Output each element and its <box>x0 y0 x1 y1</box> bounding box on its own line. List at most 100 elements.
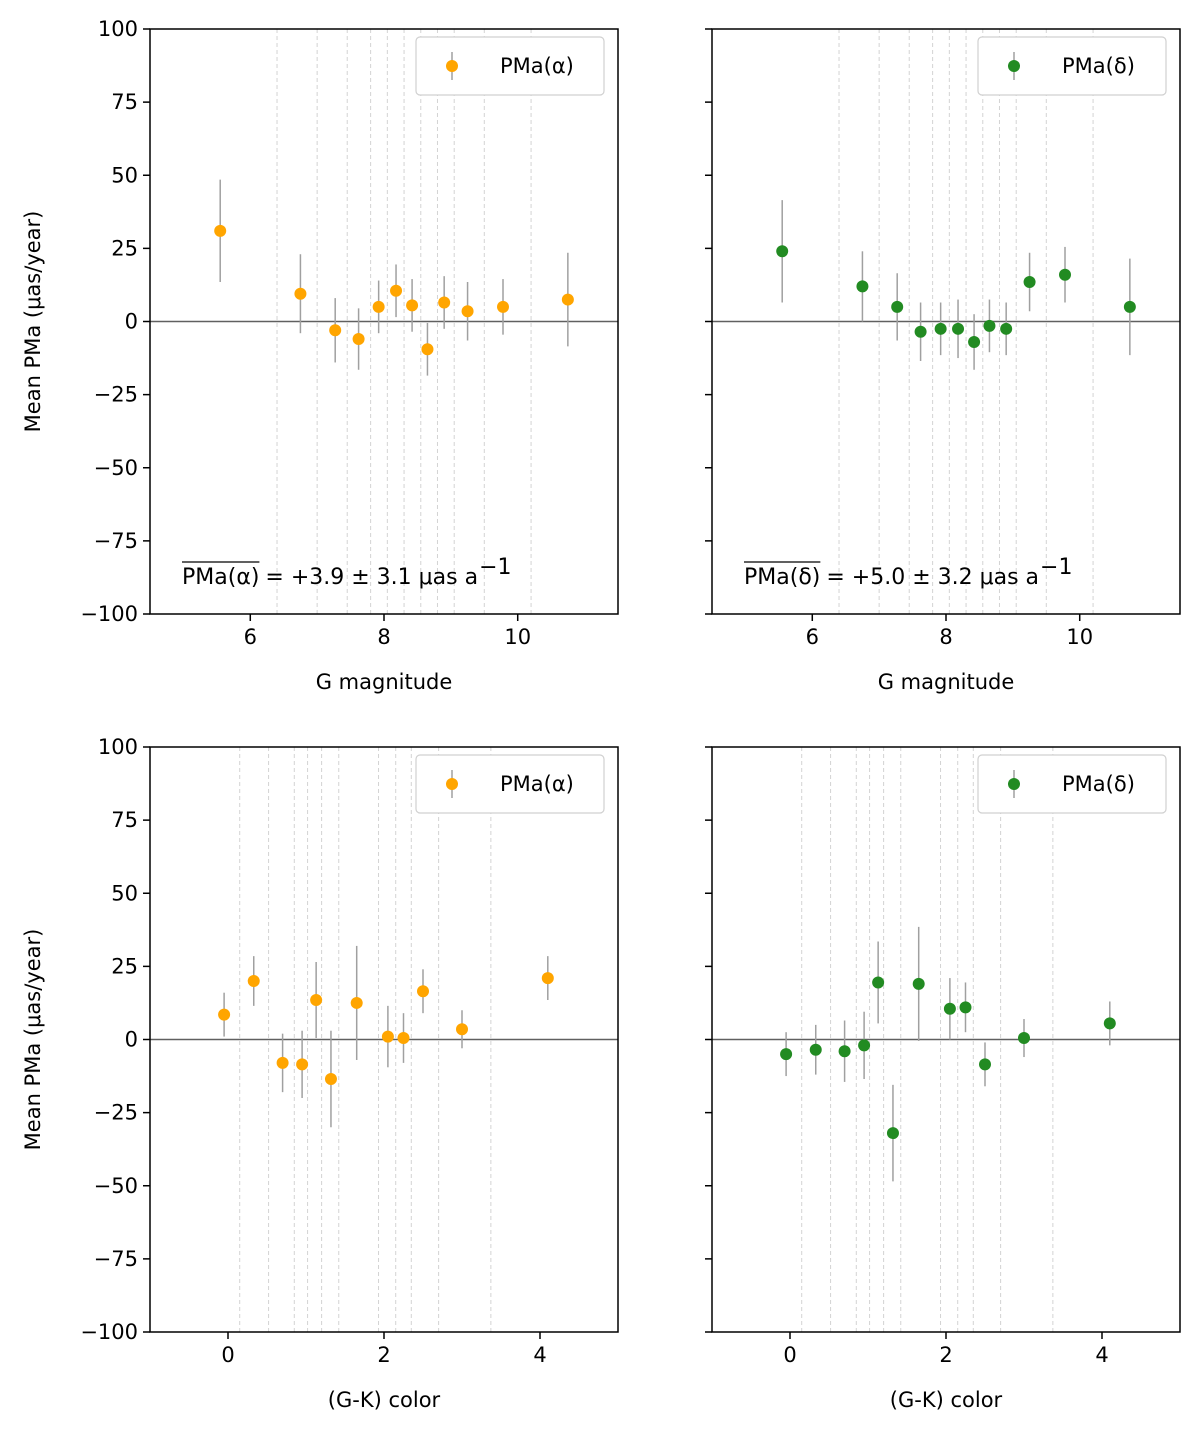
legend-box <box>977 36 1167 96</box>
data-point <box>1123 300 1136 313</box>
x-tick-label: 2 <box>939 1343 952 1367</box>
y-tick-label: 0 <box>125 310 138 334</box>
data-point <box>214 224 227 237</box>
annotation-symbol: PMa(δ) <box>744 565 820 590</box>
data-point <box>381 1030 394 1043</box>
data-point <box>934 322 947 335</box>
legend-label: PMa(δ) <box>1062 54 1135 78</box>
data-point <box>959 1001 972 1014</box>
data-point <box>247 975 260 987</box>
y-tick-label: −100 <box>80 1320 138 1344</box>
legend-box <box>415 36 605 96</box>
annotation-exponent: −1 <box>479 555 511 580</box>
legend: PMa(α) <box>415 754 605 814</box>
data-point <box>372 300 385 313</box>
data-point <box>979 1058 991 1071</box>
legend-label: PMa(α) <box>500 54 574 78</box>
x-tick-label: 4 <box>1095 1343 1108 1367</box>
x-tick-label: 8 <box>377 625 390 649</box>
data-point <box>497 300 510 313</box>
data-point <box>1023 276 1036 289</box>
y-tick-label: 75 <box>111 90 138 114</box>
data-point <box>886 1127 899 1140</box>
chart-panel-top-left: 100 75 50 25 0 −25 −50 −75 −100 6 8 10 G magnitude Me… <box>21 17 619 694</box>
y-axis-label: Mean PMa (μas/year) <box>21 211 45 433</box>
data-point <box>310 994 323 1007</box>
chart-panel-bottom-right: 0 2 4 (G-K) color PMa(δ) <box>705 746 1181 1412</box>
x-tick-label: 2 <box>377 1343 390 1367</box>
y-tick-label: −25 <box>94 1101 138 1125</box>
x-axis-label: G magnitude <box>878 670 1015 694</box>
x-tick-label: 0 <box>221 1343 234 1367</box>
data-point <box>561 293 574 306</box>
legend-label: PMa(α) <box>500 772 574 796</box>
chart-panel-bottom-left: 100 75 50 25 0 −25 −50 −75 −100 0 2 4 (G-K) color Mea… <box>21 735 619 1412</box>
data-point <box>912 977 925 990</box>
legend-box <box>977 754 1167 814</box>
annotation-value: = +3.9 ± 3.1 μas a <box>265 565 478 590</box>
y-tick-label: 50 <box>111 163 138 187</box>
legend-marker <box>446 778 458 790</box>
data-point <box>324 1072 337 1085</box>
y-tick-label: −75 <box>94 1247 138 1271</box>
data-point <box>1059 268 1072 281</box>
y-tick-label: −50 <box>94 1174 138 1198</box>
data-point <box>390 284 403 297</box>
annotation-exponent: −1 <box>1040 555 1072 580</box>
data-point <box>461 305 474 318</box>
x-axis-label: (G-K) color <box>890 1388 1003 1412</box>
y-tick-label: −25 <box>94 383 138 407</box>
x-tick-label: 8 <box>939 625 952 649</box>
y-tick-label: 25 <box>111 236 138 260</box>
mean-annotation: PMa(δ) = +5.0 ± 3.2 μas a −1 <box>744 555 1072 590</box>
y-axis-label: Mean PMa (μas/year) <box>21 929 45 1151</box>
data-point <box>329 324 342 337</box>
data-point <box>943 1002 956 1015</box>
x-tick-label: 4 <box>533 1343 546 1367</box>
data-point <box>780 1048 793 1061</box>
data-point <box>983 319 996 332</box>
x-axis-label: (G-K) color <box>328 1388 441 1412</box>
data-point <box>968 335 981 348</box>
x-tick-label: 10 <box>504 625 531 649</box>
data-point <box>397 1032 410 1045</box>
legend: PMa(α) <box>415 36 605 96</box>
legend: PMa(δ) <box>977 754 1167 814</box>
y-tick-label: 75 <box>111 808 138 832</box>
data-point <box>952 322 965 335</box>
data-point <box>1000 322 1013 335</box>
annotation-value: = +5.0 ± 3.2 μas a <box>826 565 1039 590</box>
legend-label: PMa(δ) <box>1062 772 1135 796</box>
data-point <box>856 280 869 293</box>
data-point <box>858 1039 871 1052</box>
legend: PMa(δ) <box>977 36 1167 96</box>
legend-marker <box>446 60 458 72</box>
y-tick-label: −75 <box>94 529 138 553</box>
data-point <box>914 325 927 338</box>
y-tick-label: 50 <box>111 881 138 905</box>
x-tick-label: 0 <box>783 1343 796 1367</box>
data-point <box>891 300 904 313</box>
data-point <box>438 296 451 309</box>
data-point <box>838 1045 851 1058</box>
legend-marker <box>1008 778 1020 790</box>
data-point <box>218 1008 231 1021</box>
y-tick-label: −100 <box>80 602 138 626</box>
legend-marker <box>1008 60 1020 72</box>
annotation-symbol: PMa(α) <box>182 565 259 590</box>
y-tick-label: 100 <box>98 17 138 41</box>
data-point <box>1103 1017 1116 1030</box>
x-axis-label: G magnitude <box>316 670 453 694</box>
y-tick-label: 100 <box>98 735 138 759</box>
data-point <box>872 976 885 989</box>
data-point <box>809 1043 822 1056</box>
data-point <box>276 1056 289 1069</box>
x-tick-label: 6 <box>806 625 819 649</box>
data-point <box>406 299 419 312</box>
data-point <box>1018 1032 1030 1045</box>
data-point <box>350 996 363 1009</box>
data-point <box>776 245 789 258</box>
y-tick-label: 0 <box>125 1028 138 1052</box>
